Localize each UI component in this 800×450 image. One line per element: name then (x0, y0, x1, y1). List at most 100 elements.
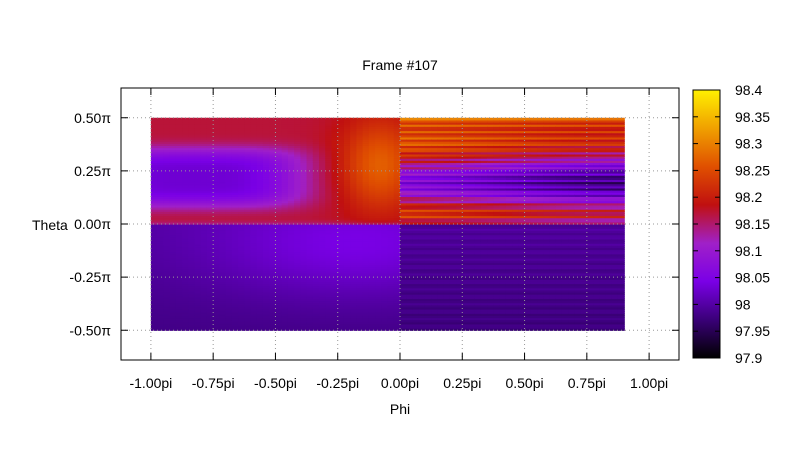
heatmap-cell (456, 300, 463, 304)
heatmap-cell (269, 277, 277, 280)
heatmap-cell (356, 179, 364, 183)
heatmap-cell (431, 175, 438, 178)
heatmap-cell (343, 243, 351, 246)
heatmap-cell (194, 245, 202, 248)
heatmap-cell (169, 151, 177, 155)
heatmap-cell (250, 285, 258, 289)
heatmap-cell (356, 323, 364, 327)
heatmap-cell (412, 185, 420, 189)
heatmap-cell (343, 238, 351, 242)
heatmap-cell (188, 217, 196, 221)
heatmap-cell (275, 304, 283, 308)
heatmap-cell (188, 177, 196, 180)
heatmap-cell (412, 143, 420, 146)
heatmap-cell (294, 294, 301, 297)
heatmap-cell (368, 147, 376, 151)
heatmap-cell (393, 221, 401, 225)
heatmap-cell (300, 289, 308, 293)
heatmap-cell (312, 243, 320, 246)
heatmap-cell (269, 249, 277, 253)
heatmap-cell (182, 245, 189, 248)
heatmap-cell (437, 228, 445, 231)
heatmap-cell (188, 292, 196, 295)
heatmap-cell (400, 251, 407, 255)
heatmap-cell (319, 287, 326, 291)
heatmap-cell (175, 153, 183, 157)
heatmap-cell (412, 328, 420, 331)
heatmap-cell (219, 122, 227, 125)
heatmap-cell (194, 130, 202, 134)
heatmap-cell (424, 200, 432, 204)
heatmap-cell (150, 181, 158, 185)
heatmap-cell (431, 166, 438, 170)
heatmap-cell (325, 311, 333, 314)
heatmap-cell (262, 126, 270, 129)
heatmap-cell (381, 185, 389, 189)
heatmap-cell (306, 168, 314, 172)
heatmap-cell (449, 224, 457, 227)
heatmap-cell (194, 315, 202, 319)
heatmap-cell (437, 319, 445, 323)
heatmap-cell (356, 285, 364, 289)
heatmap-cell (418, 241, 426, 244)
heatmap-cell (287, 226, 295, 229)
heatmap-cell (244, 238, 252, 242)
heatmap-cell (275, 258, 283, 261)
heatmap-cell (443, 255, 451, 259)
heatmap-cell (418, 238, 426, 242)
heatmap-cell (437, 323, 445, 327)
heatmap-cell (269, 198, 277, 202)
heatmap-cell (150, 283, 158, 287)
heatmap-cell (331, 268, 339, 272)
heatmap-cell (319, 294, 326, 297)
heatmap-cell (150, 306, 158, 310)
heatmap-cell (262, 296, 270, 299)
heatmap-cell (256, 217, 264, 221)
heatmap-cell (400, 175, 407, 178)
heatmap-cell (275, 241, 283, 244)
heatmap-cell (356, 232, 364, 236)
heatmap-cell (206, 260, 214, 263)
heatmap-cell (350, 226, 358, 229)
heatmap-cell (325, 213, 333, 217)
heatmap-cell (325, 230, 333, 234)
heatmap-cell (393, 262, 401, 265)
heatmap-cell (206, 298, 214, 302)
heatmap-cell (319, 283, 326, 287)
heatmap-cell (206, 247, 214, 251)
heatmap-cell (206, 283, 214, 287)
heatmap-cell (325, 179, 333, 183)
heatmap-cell (256, 213, 264, 217)
heatmap-cell (256, 277, 264, 280)
heatmap-cell (393, 139, 401, 142)
heatmap-cell (157, 304, 164, 308)
heatmap-cell (256, 232, 264, 236)
heatmap-cell (400, 321, 407, 325)
heatmap-cell (256, 255, 264, 259)
heatmap-cell (182, 311, 189, 314)
heatmap-cell (275, 262, 283, 265)
heatmap-cell (213, 247, 220, 251)
heatmap-cell (312, 162, 320, 166)
heatmap-cell (312, 279, 320, 282)
heatmap-cell (356, 160, 364, 163)
heatmap-cell (150, 187, 158, 191)
heatmap-cell (375, 313, 382, 316)
heatmap-cell (175, 292, 183, 295)
heatmap-cell (449, 326, 457, 329)
heatmap-cell (418, 319, 426, 323)
heatmap-cell (300, 151, 308, 155)
heatmap-cell (381, 266, 389, 270)
heatmap-cell (157, 287, 164, 291)
heatmap-cell (375, 211, 382, 214)
heatmap-cell (200, 243, 208, 246)
heatmap-cell (219, 177, 227, 180)
heatmap-cell (250, 221, 258, 225)
heatmap-cell (424, 185, 432, 189)
heatmap-cell (443, 158, 451, 161)
heatmap-cell (150, 326, 158, 329)
heatmap-cell (319, 279, 326, 282)
heatmap-cell (362, 164, 370, 168)
heatmap-cell (337, 262, 345, 265)
heatmap-cell (150, 177, 158, 180)
